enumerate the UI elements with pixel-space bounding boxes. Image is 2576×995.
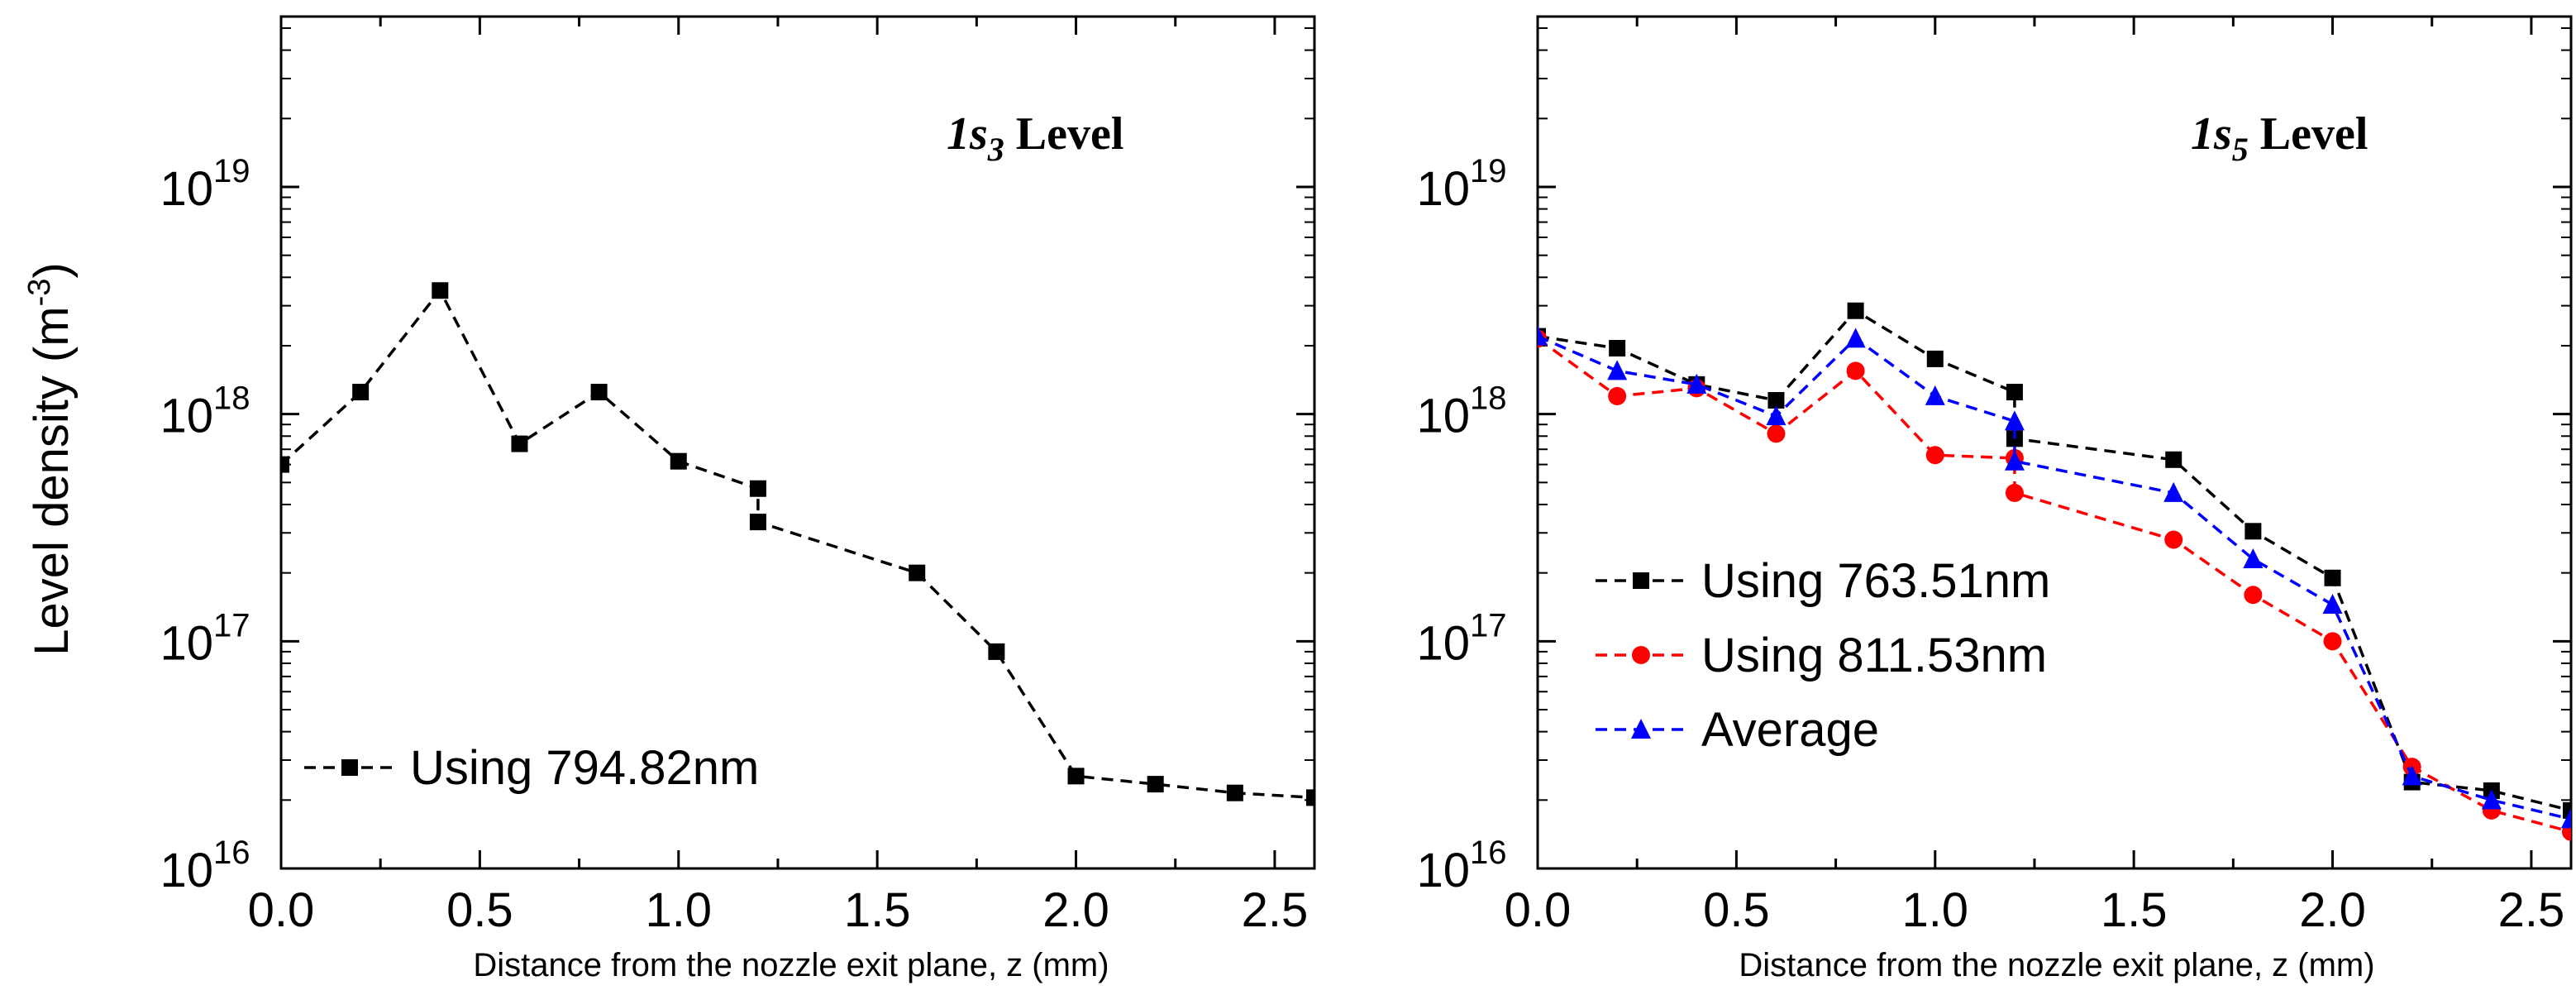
- data-point-square: [2563, 801, 2571, 819]
- series-line: [281, 288, 1314, 800]
- x-axis-title: Distance from the nozzle exit plane, z (…: [473, 947, 1109, 983]
- data-point-square: [909, 564, 926, 581]
- x-tick-label: 0.5: [446, 883, 513, 937]
- data-point-circle: [1846, 361, 1865, 380]
- data-point-square: [749, 514, 766, 531]
- data-point-square: [2165, 451, 2182, 468]
- data-layer: [1538, 302, 2571, 841]
- panel-title: 1s3 Level: [947, 108, 1123, 168]
- x-tick-label: 2.5: [2498, 883, 2565, 937]
- data-point-square: [670, 452, 687, 470]
- x-tick-label: 0.0: [248, 883, 315, 937]
- plot-frame: [1536, 15, 2573, 870]
- data-point-square: [352, 384, 370, 401]
- data-point-circle: [1608, 386, 1627, 405]
- y-axis-label: Level density (m-3): [22, 262, 79, 655]
- data-point-triangle: [1845, 328, 1866, 348]
- data-point-triangle: [1538, 325, 1548, 346]
- y-tick-label: 1016: [1416, 835, 1506, 897]
- data-point-square: [1609, 340, 1626, 357]
- data-point-square: [1633, 572, 1649, 589]
- legend: Using 763.51nm Using 811.53nm Average: [1596, 554, 2050, 757]
- data-point-triangle: [2163, 481, 2184, 502]
- data-point-circle: [2164, 530, 2183, 549]
- x-tick-label: 1.5: [2101, 883, 2168, 937]
- data-point-triangle: [1631, 719, 1651, 739]
- y-tick-label: 1017: [160, 607, 250, 670]
- data-layer: [281, 282, 1314, 806]
- data-point-triangle: [2322, 594, 2343, 615]
- data-point-square: [1926, 350, 1944, 367]
- panel-1s3: 1s3 Level Distance from the nozzle exit …: [160, 15, 1316, 983]
- x-tick-label: 1.0: [645, 883, 712, 937]
- data-point-triangle: [2243, 548, 2264, 568]
- legend-label: Using 763.51nm: [1701, 554, 2050, 608]
- data-point-square: [1306, 789, 1314, 806]
- data-point-triangle: [2402, 765, 2422, 786]
- series-line: [1538, 335, 2571, 820]
- data-point-triangle: [1925, 385, 1945, 405]
- data-point-triangle: [2004, 410, 2025, 431]
- x-tick-label: 0.0: [1505, 883, 1572, 937]
- y-tick-label: 1017: [1416, 607, 1506, 670]
- data-point-triangle: [1766, 405, 1787, 426]
- data-point-circle: [2244, 586, 2263, 605]
- data-point-square: [281, 456, 289, 473]
- panel-title: 1s5 Level: [2191, 108, 2368, 168]
- data-point-circle: [2005, 483, 2024, 502]
- data-point-square: [1226, 784, 1243, 801]
- legend: Using 794.82nm: [304, 741, 759, 795]
- data-point-square: [749, 480, 766, 497]
- y-tick-label: 1019: [160, 153, 250, 216]
- data-point-circle: [1925, 446, 1944, 465]
- data-point-circle: [2323, 632, 2342, 651]
- x-tick-label: 2.0: [2299, 883, 2366, 937]
- data-point-triangle: [1686, 373, 1707, 394]
- data-point-triangle: [2004, 450, 2025, 471]
- data-point-square: [2324, 569, 2341, 586]
- plot-frame: [279, 15, 1316, 870]
- data-point-circle: [1767, 424, 1786, 443]
- x-tick-label: 0.5: [1703, 883, 1770, 937]
- legend-label: Average: [1701, 703, 1879, 757]
- data-point-square: [432, 282, 449, 299]
- data-point-square: [2244, 523, 2262, 540]
- data-point-square: [341, 759, 358, 776]
- data-point-triangle: [1607, 360, 1628, 380]
- data-point-circle: [1632, 646, 1650, 664]
- data-point-triangle: [2561, 808, 2571, 829]
- data-point-square: [2006, 384, 2023, 401]
- x-tick-label: 2.0: [1042, 883, 1109, 937]
- data-point-square: [590, 384, 608, 401]
- y-tick-label: 1019: [1416, 153, 1506, 216]
- data-point-square: [1147, 776, 1164, 793]
- x-tick-label: 2.5: [1242, 883, 1309, 937]
- panel-1s5: 1s5 Level Distance from the nozzle exit …: [1416, 15, 2573, 983]
- legend-label: Using 811.53nm: [1701, 629, 2047, 682]
- data-point-square: [988, 643, 1005, 660]
- data-point-triangle: [2481, 789, 2502, 810]
- data-point-square: [1767, 391, 1785, 409]
- data-point-square: [1847, 302, 1864, 319]
- y-tick-label: 1018: [1416, 380, 1506, 443]
- x-tick-label: 1.5: [844, 883, 911, 937]
- data-point-square: [1067, 768, 1085, 785]
- series-line: [1538, 337, 2571, 834]
- x-axis-title: Distance from the nozzle exit plane, z (…: [1739, 947, 2374, 983]
- y-tick-label: 1016: [160, 835, 250, 897]
- legend-label: Using 794.82nm: [410, 741, 759, 795]
- y-tick-label: 1018: [160, 380, 250, 443]
- data-point-square: [511, 435, 528, 452]
- x-tick-label: 1.0: [1901, 883, 1968, 937]
